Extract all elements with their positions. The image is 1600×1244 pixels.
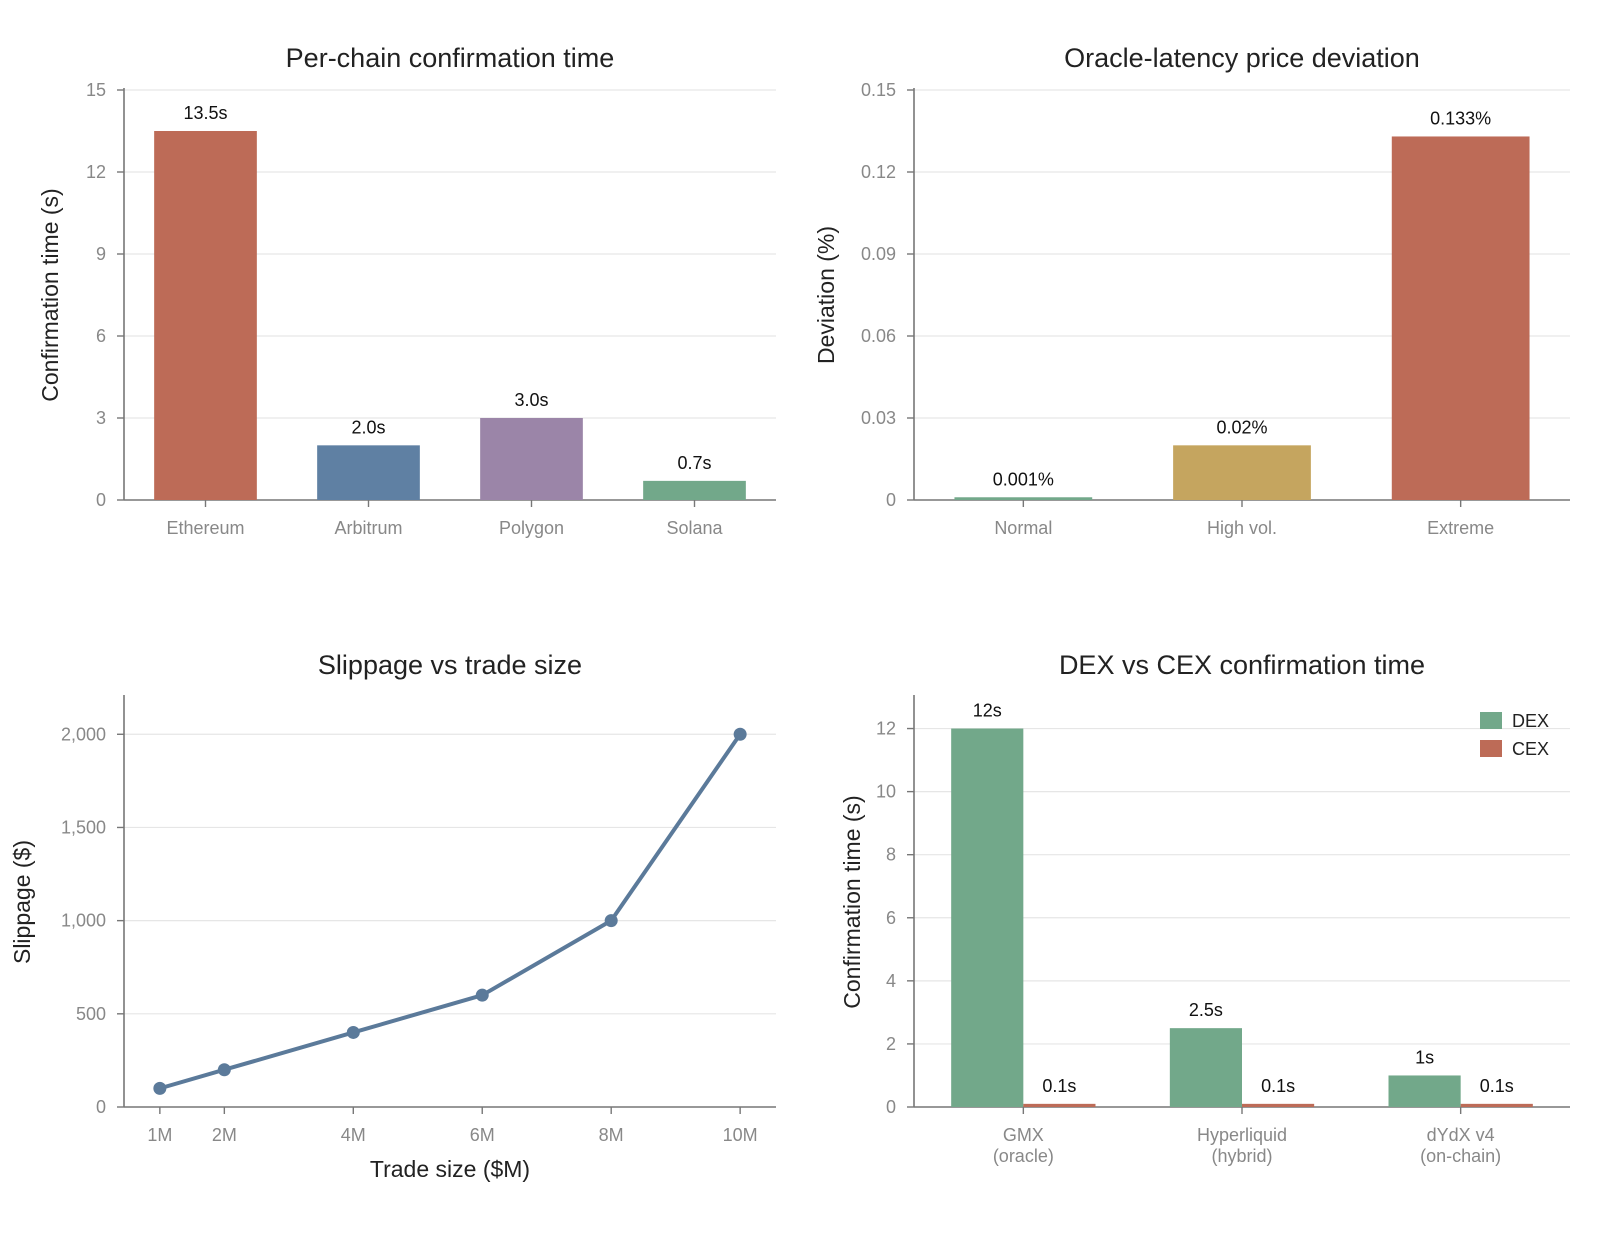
- legend-label-cex: CEX: [1512, 739, 1549, 759]
- y-tick-label: 6: [886, 908, 896, 928]
- chart-title: Oracle-latency price deviation: [1064, 43, 1420, 73]
- data-point: [733, 727, 747, 741]
- x-tick-label: Ethereum: [166, 518, 244, 538]
- bar-solana: [643, 480, 746, 500]
- data-label: 2.5s: [1189, 1000, 1223, 1020]
- y-tick-label: 500: [76, 1004, 106, 1024]
- y-tick-label: 10: [876, 782, 896, 802]
- x-tick-label: High vol.: [1207, 518, 1277, 538]
- bar-dex-dydx-v4: [1388, 1075, 1461, 1107]
- y-tick-label: 4: [886, 971, 896, 991]
- y-tick-label: 0.12: [861, 162, 896, 182]
- bar-arbitrum: [317, 445, 420, 500]
- y-axis-label: Slippage ($): [9, 840, 35, 964]
- legend-swatch-cex: [1480, 740, 1502, 757]
- y-axis-label: Deviation (%): [813, 226, 839, 364]
- y-tick-label: 2: [886, 1034, 896, 1054]
- x-tick-label: (oracle): [993, 1146, 1054, 1166]
- y-tick-label: 8: [886, 845, 896, 865]
- x-tick-label: GMX: [1003, 1125, 1044, 1145]
- data-label: 0.133%: [1430, 108, 1491, 128]
- x-tick-label: (hybrid): [1211, 1146, 1272, 1166]
- data-point: [475, 988, 489, 1002]
- bar-ethereum: [154, 131, 257, 500]
- chart-title: DEX vs CEX confirmation time: [1059, 650, 1425, 680]
- y-tick-label: 0.15: [861, 80, 896, 100]
- x-tick-label: 10M: [723, 1125, 758, 1145]
- data-label: 2.0s: [351, 417, 385, 437]
- y-tick-label: 12: [86, 162, 106, 182]
- data-point: [604, 914, 618, 928]
- x-tick-label: Polygon: [499, 518, 564, 538]
- legend-label-dex: DEX: [1512, 711, 1549, 731]
- data-label: 0.1s: [1480, 1076, 1514, 1096]
- y-tick-label: 1,000: [61, 911, 106, 931]
- x-tick-label: 8M: [599, 1125, 624, 1145]
- y-tick-label: 0.09: [861, 244, 896, 264]
- y-tick-label: 1,500: [61, 817, 106, 837]
- x-tick-label: dYdX v4: [1427, 1125, 1495, 1145]
- bar-extreme: [1391, 136, 1530, 500]
- bar-cex-hyperliquid: [1242, 1103, 1315, 1107]
- series-line: [159, 733, 742, 1091]
- bar-cex-dydx-v4: [1460, 1103, 1533, 1107]
- x-tick-label: 6M: [470, 1125, 495, 1145]
- chart-title: Slippage vs trade size: [318, 650, 582, 680]
- x-tick-label: Hyperliquid: [1197, 1125, 1287, 1145]
- chart-dex-vs-cex-confirmation: DEX vs CEX confirmation time 0 2 4 6 8 10 12 Con…: [839, 650, 1570, 1166]
- data-point: [153, 1081, 167, 1095]
- data-label: 0.7s: [677, 453, 711, 473]
- y-tick-label: 0.06: [861, 326, 896, 346]
- data-label: 0.1s: [1042, 1076, 1076, 1096]
- bar-polygon: [480, 418, 583, 500]
- x-tick-label: Extreme: [1427, 518, 1494, 538]
- bar-dex-hyperliquid: [1169, 1028, 1242, 1107]
- y-tick-label: 6: [96, 326, 106, 346]
- chart-confirmation-time-per-chain: Per-chain confirmation time 0 3 6 9 12 15 Confi…: [37, 43, 776, 538]
- chart-oracle-price-deviation: Oracle-latency price deviation 0 0.03 0.06 0…: [813, 43, 1570, 538]
- data-label: 12s: [973, 701, 1002, 721]
- data-label: 0.001%: [993, 469, 1054, 489]
- legend-swatch-dex: [1480, 712, 1502, 729]
- data-label: 1s: [1415, 1047, 1434, 1067]
- x-tick-label: Normal: [994, 518, 1052, 538]
- y-tick-label: 2,000: [61, 724, 106, 744]
- x-tick-label: 1M: [147, 1125, 172, 1145]
- chart-title: Per-chain confirmation time: [286, 43, 615, 73]
- y-tick-label: 9: [96, 244, 106, 264]
- y-tick-label: 0: [886, 1097, 896, 1117]
- y-tick-label: 12: [876, 719, 896, 739]
- data-point: [346, 1025, 360, 1039]
- bar-dex-gmx: [951, 728, 1024, 1107]
- data-label: 3.0s: [514, 390, 548, 410]
- y-tick-label: 0: [96, 490, 106, 510]
- y-tick-label: 0.03: [861, 408, 896, 428]
- data-label: 13.5s: [183, 103, 227, 123]
- bar-normal: [954, 497, 1093, 500]
- x-tick-label: Solana: [666, 518, 723, 538]
- data-label: 0.1s: [1261, 1076, 1295, 1096]
- y-tick-label: 0: [886, 490, 896, 510]
- x-tick-label: 4M: [341, 1125, 366, 1145]
- y-axis-label: Confirmation time (s): [37, 188, 63, 401]
- bar-high-vol: [1173, 445, 1311, 500]
- x-tick-label: Arbitrum: [334, 518, 402, 538]
- bar-cex-gmx: [1023, 1103, 1096, 1107]
- x-tick-label: (on-chain): [1420, 1146, 1501, 1166]
- y-tick-label: 3: [96, 408, 106, 428]
- x-axis-label: Trade size ($M): [370, 1156, 530, 1182]
- x-tick-label: 2M: [212, 1125, 237, 1145]
- data-label: 0.02%: [1216, 417, 1267, 437]
- data-point: [217, 1063, 231, 1077]
- y-tick-label: 0: [96, 1097, 106, 1117]
- y-axis-label: Confirmation time (s): [839, 795, 865, 1008]
- y-tick-label: 15: [86, 80, 106, 100]
- chart-slippage-vs-trade-size: Slippage vs trade size 0 500 1,000 1,500 2,00…: [9, 650, 776, 1182]
